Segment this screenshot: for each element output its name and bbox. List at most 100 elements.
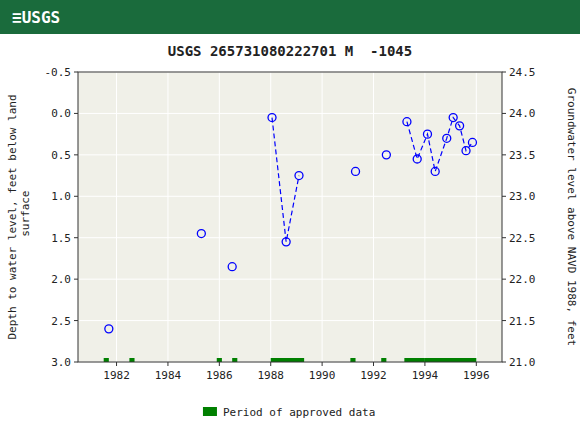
approved-period-bar (425, 358, 476, 362)
chart: ≡USGS USGS 265731080222701 M -1045 1982 198… (0, 0, 580, 430)
y2-axis-label: Groundwater level above NAVD 1988, feet (565, 88, 578, 346)
tick-mark (476, 362, 477, 366)
grid-line (78, 196, 502, 197)
grid (78, 72, 502, 362)
tick-mark (74, 72, 78, 73)
data-point (413, 155, 421, 163)
grid-line (270, 72, 271, 362)
data-point (443, 134, 451, 142)
grid-line (78, 113, 502, 114)
tick-label: 21.0 (509, 356, 536, 369)
grid-line (116, 72, 117, 362)
data-point (268, 114, 276, 122)
tick-label: 21.5 (509, 315, 536, 328)
data-point (456, 122, 464, 130)
connecting-line (272, 118, 472, 242)
tick-label: 23.5 (509, 149, 536, 162)
data-point (295, 172, 303, 180)
tick-label: -0.5 (45, 66, 72, 79)
tick-mark (502, 196, 506, 197)
grid-line (78, 279, 502, 280)
tick-mark (74, 154, 78, 155)
data-point (468, 138, 476, 146)
legend: Period of approved data (203, 406, 375, 419)
axes: 19821984198619881990199219941996-0.50.00… (45, 66, 536, 382)
approved-period-bar (129, 358, 134, 362)
grid-line (167, 72, 168, 362)
approved-period-bar (381, 358, 386, 362)
tick-mark (116, 362, 117, 366)
tick-mark (74, 362, 78, 363)
tick-label: 24.0 (509, 107, 536, 120)
tick-label: 1982 (103, 369, 130, 382)
tick-mark (502, 320, 506, 321)
tick-mark (502, 362, 506, 363)
tick-label: 1986 (206, 369, 233, 382)
tick-mark (167, 362, 168, 366)
tick-mark (74, 279, 78, 280)
header-logo: ≡USGS (12, 8, 60, 27)
data-point (449, 114, 457, 122)
tick-mark (502, 237, 506, 238)
y-axis-label-line: Depth to water level, feet below land (6, 94, 19, 339)
tick-mark (502, 154, 506, 155)
grid-line (78, 237, 502, 238)
grid-line (476, 72, 477, 362)
data-point (105, 325, 113, 333)
tick-mark (322, 362, 323, 366)
approved-period-bar (404, 358, 425, 362)
y-axis-label-line: surface (19, 191, 32, 244)
tick-mark (74, 320, 78, 321)
tick-mark (424, 362, 425, 366)
tick-label: 3.0 (51, 356, 71, 369)
tick-label: 22.5 (509, 232, 536, 245)
grid-line (78, 154, 502, 155)
tick-mark (502, 279, 506, 280)
tick-label: 1996 (463, 369, 490, 382)
header-bar (0, 0, 580, 34)
approved-period-bar (104, 358, 109, 362)
legend-label: Period of approved data (223, 406, 375, 419)
data-point (282, 238, 290, 246)
tick-mark (502, 72, 506, 73)
title: USGS 265731080222701 M -1045 (168, 43, 412, 59)
tick-label: 1.0 (51, 190, 71, 203)
tick-mark (373, 362, 374, 366)
data-point (197, 230, 205, 238)
data-point (382, 151, 390, 159)
approved-period-bar (232, 358, 237, 362)
tick-label: 22.0 (509, 273, 536, 286)
data-point (403, 118, 411, 126)
tick-mark (270, 362, 271, 366)
approved-period-bar (350, 358, 355, 362)
grid-line (78, 320, 502, 321)
approved-period-bar (271, 358, 304, 362)
tick-mark (219, 362, 220, 366)
tick-label: 1988 (257, 369, 284, 382)
tick-mark (74, 237, 78, 238)
grid-line (373, 72, 374, 362)
tick-mark (74, 113, 78, 114)
data-point (431, 167, 439, 175)
tick-label: 1984 (155, 369, 182, 382)
tick-label: 2.0 (51, 273, 71, 286)
tick-label: 0.0 (51, 107, 71, 120)
tick-label: 24.5 (509, 66, 536, 79)
plot-frame (78, 72, 502, 362)
tick-label: 1994 (412, 369, 439, 382)
data-point (352, 167, 360, 175)
data-point (423, 130, 431, 138)
approved-period-bar (217, 358, 222, 362)
data-point (228, 263, 236, 271)
tick-label: 2.5 (51, 315, 71, 328)
grid-line (424, 72, 425, 362)
tick-label: 1992 (360, 369, 387, 382)
legend-swatch (203, 407, 217, 416)
data-point (462, 147, 470, 155)
plot-background (78, 72, 502, 362)
marks (104, 114, 477, 362)
y-axis-label: Depth to water level, feet below land su… (6, 94, 32, 339)
tick-label: 1990 (309, 369, 336, 382)
tick-label: 1.5 (51, 232, 71, 245)
tick-mark (74, 196, 78, 197)
